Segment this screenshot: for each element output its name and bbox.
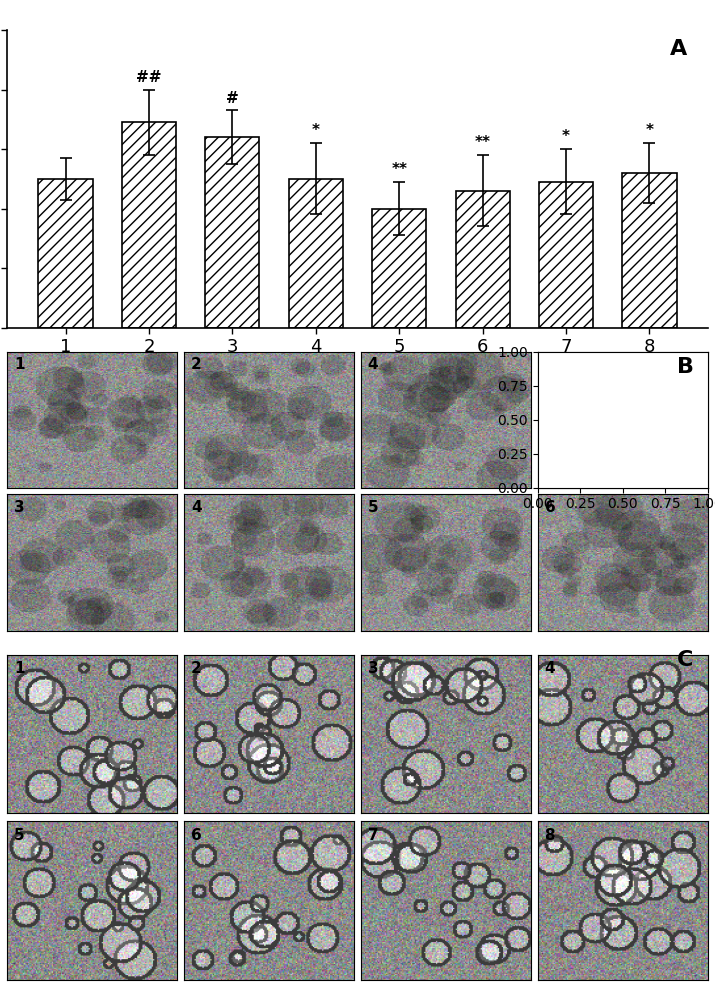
Text: 3: 3 xyxy=(368,661,378,676)
Bar xyxy=(205,137,260,328)
Text: ##: ## xyxy=(137,70,162,85)
Bar xyxy=(539,182,593,328)
Bar xyxy=(622,173,676,328)
Text: B: B xyxy=(676,357,694,377)
Text: 5: 5 xyxy=(368,500,378,515)
Text: 4: 4 xyxy=(545,661,556,676)
Bar xyxy=(122,122,176,328)
Text: 7: 7 xyxy=(368,828,378,843)
Text: 6: 6 xyxy=(191,828,202,843)
Text: 3: 3 xyxy=(14,500,24,515)
Text: 1: 1 xyxy=(14,357,24,372)
Text: *: * xyxy=(562,129,570,144)
Bar xyxy=(455,191,510,328)
Text: #: # xyxy=(226,91,239,106)
Text: **: ** xyxy=(475,135,490,150)
Text: 2: 2 xyxy=(191,661,202,676)
Text: 2: 2 xyxy=(191,357,202,372)
Text: 4: 4 xyxy=(191,500,202,515)
Text: **: ** xyxy=(391,162,408,177)
Text: 8: 8 xyxy=(545,357,556,372)
Bar xyxy=(289,179,343,328)
Text: 6: 6 xyxy=(545,500,556,515)
Text: *: * xyxy=(646,123,654,138)
Text: 4: 4 xyxy=(368,357,378,372)
Text: A: A xyxy=(669,39,687,59)
Text: 8: 8 xyxy=(545,828,556,843)
Text: C: C xyxy=(677,650,694,670)
Text: *: * xyxy=(312,123,320,138)
Bar xyxy=(372,209,426,328)
Text: 5: 5 xyxy=(14,828,24,843)
Text: 1: 1 xyxy=(14,661,24,676)
Bar xyxy=(39,179,93,328)
